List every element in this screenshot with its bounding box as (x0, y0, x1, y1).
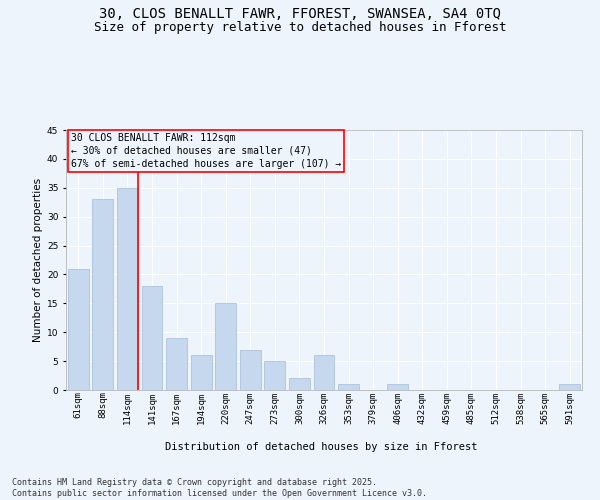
Bar (142, 286, 163, 390)
Bar (92, 200, 113, 390)
Bar (387, 384, 408, 390)
Bar (289, 378, 310, 390)
Bar (117, 188, 138, 390)
Text: Size of property relative to detached houses in Fforest: Size of property relative to detached ho… (94, 21, 506, 34)
Bar (166, 338, 187, 390)
Y-axis label: Number of detached properties: Number of detached properties (32, 178, 43, 342)
Bar (265, 361, 286, 390)
Bar (338, 384, 359, 390)
Bar (314, 356, 334, 390)
Text: Contains HM Land Registry data © Crown copyright and database right 2025.
Contai: Contains HM Land Registry data © Crown c… (12, 478, 427, 498)
Text: Distribution of detached houses by size in Fforest: Distribution of detached houses by size … (165, 442, 477, 452)
Text: 30, CLOS BENALLT FAWR, FFOREST, SWANSEA, SA4 0TQ: 30, CLOS BENALLT FAWR, FFOREST, SWANSEA,… (99, 8, 501, 22)
Bar (559, 384, 580, 390)
Bar (215, 304, 236, 390)
Text: 30 CLOS BENALLT FAWR: 112sqm
← 30% of detached houses are smaller (47)
67% of se: 30 CLOS BENALLT FAWR: 112sqm ← 30% of de… (71, 132, 341, 169)
Bar (68, 268, 89, 390)
Bar (240, 350, 261, 390)
Bar (191, 356, 212, 390)
